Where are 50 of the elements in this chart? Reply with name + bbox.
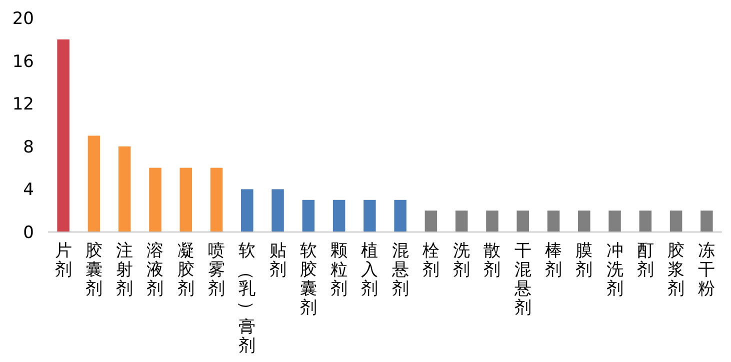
x-tick-label: 凝胶剂 [177, 241, 194, 299]
y-tick-label: 8 [23, 137, 34, 158]
x-tick-label: 喷雾剂 [208, 241, 225, 299]
bar [608, 210, 621, 232]
bar [547, 210, 560, 232]
x-tick-label: 片剂 [54, 241, 72, 280]
x-tick-label: 膜剂 [576, 241, 593, 280]
bar [118, 146, 131, 232]
bar [210, 168, 223, 232]
bar [578, 210, 590, 232]
bar [516, 210, 529, 232]
y-tick-label: 16 [12, 52, 34, 72]
bar [332, 200, 346, 232]
bar [57, 39, 70, 232]
x-tick-label: 冻干粉 [698, 241, 716, 299]
x-tick-label: 贴剂 [269, 241, 286, 280]
y-tick-label: 12 [12, 94, 34, 115]
bar [364, 200, 376, 232]
bar [149, 168, 162, 232]
bar [88, 136, 100, 232]
x-tick-label: 洗剂 [453, 241, 470, 280]
bar [455, 210, 468, 232]
x-tick-label: 溶液剂 [146, 241, 164, 299]
x-tick-label: 混悬剂 [390, 241, 409, 299]
x-tick-label: 植入剂 [361, 241, 378, 299]
bar [180, 168, 192, 232]
bar [424, 210, 438, 232]
x-tick-label: 胶囊剂 [85, 241, 102, 299]
y-tick-label: 20 [12, 9, 34, 29]
bar [302, 200, 315, 232]
bar [394, 200, 406, 232]
y-tick-label: 4 [23, 180, 34, 200]
x-tick-label: 软（乳）膏剂 [236, 241, 256, 356]
x-tick-label: 注射剂 [116, 241, 134, 299]
bar [670, 210, 682, 232]
x-tick-label: 冲洗剂 [606, 241, 624, 299]
bar [700, 210, 713, 232]
bar [272, 189, 284, 232]
x-tick-label: 棒剂 [545, 241, 562, 280]
bar [241, 189, 254, 232]
x-tick-label: 散剂 [484, 241, 501, 280]
x-tick-label: 胶浆剂 [668, 241, 685, 299]
x-tick-label: 颗粒剂 [330, 241, 348, 299]
y-tick-label: 0 [23, 223, 34, 243]
x-tick-label: 栓剂 [421, 241, 440, 280]
bar [639, 210, 652, 232]
x-tick-label: 干混悬剂 [513, 241, 532, 318]
bar [486, 210, 498, 232]
x-tick-label: 酊剂 [636, 241, 654, 280]
x-tick-label: 软胶囊剂 [300, 241, 317, 318]
